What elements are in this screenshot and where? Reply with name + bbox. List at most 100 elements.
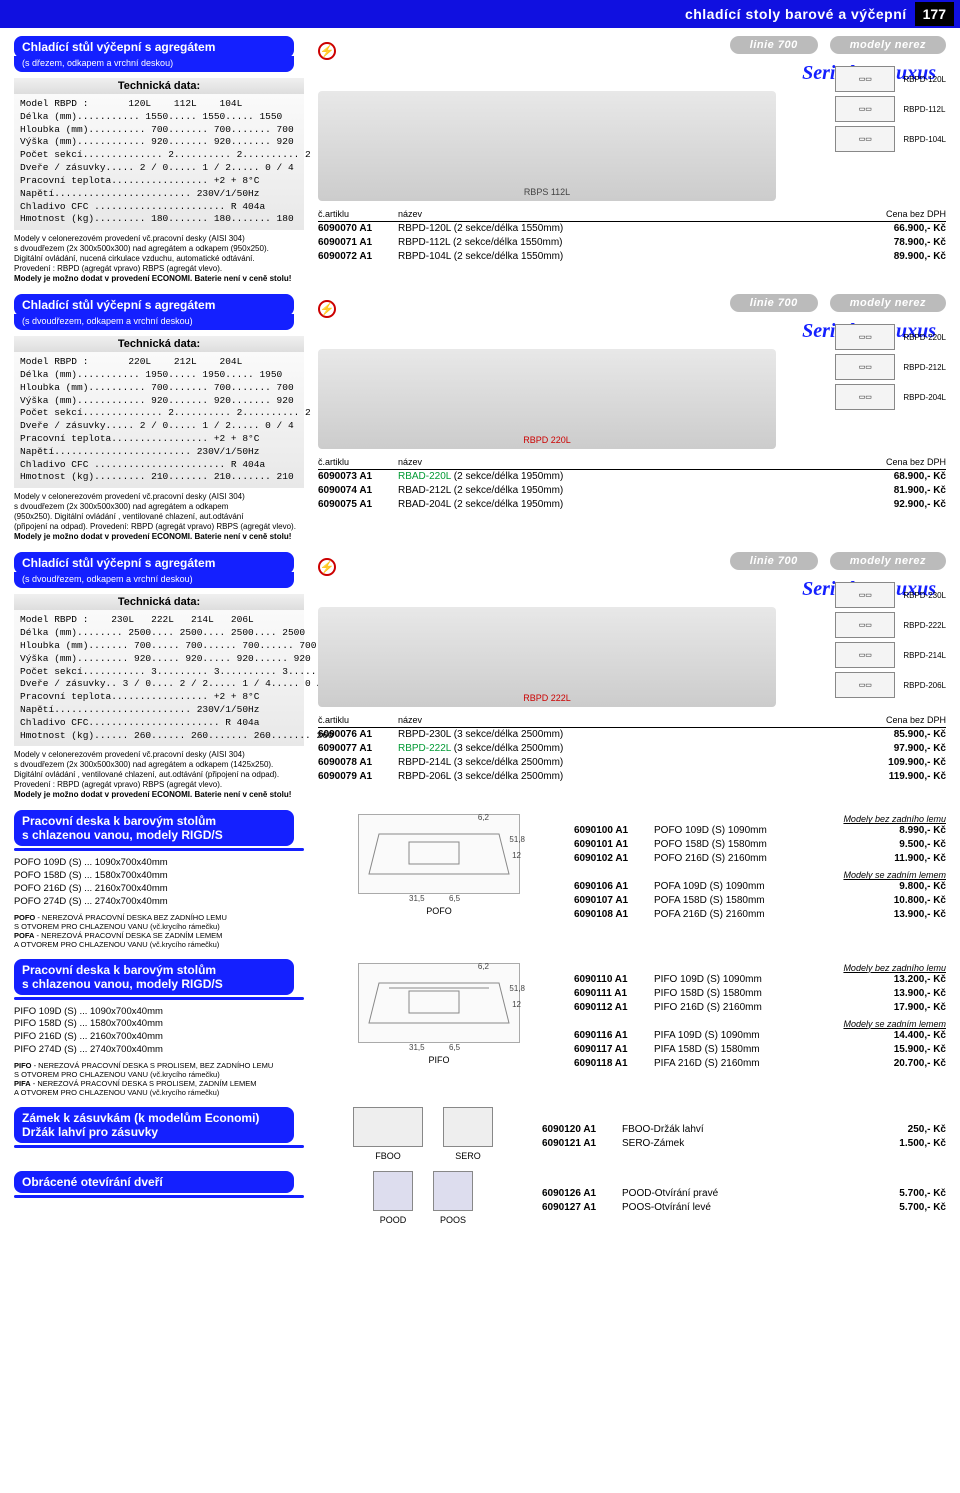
- price-row: 6090112 A1PIFO 216D (S) 2160mm17.900,- K…: [574, 1001, 946, 1015]
- header-title: chladící stoly barové a výčepní: [685, 6, 907, 22]
- section-title: Chladící stůl výčepní s agregátem: [14, 36, 294, 58]
- pifo-list: PIFO 109D (S) ... 1090x700x40mm PIFO 158…: [14, 1006, 304, 1057]
- model-icon: ▭▭: [835, 582, 895, 608]
- section-title: Chladící stůl výčepní s agregátem: [14, 294, 294, 316]
- section-subtitle: (s dřezem, odkapem a vrchní deskou): [14, 56, 294, 72]
- pofo-title: Pracovní deska k barovým stolům s chlaze…: [14, 810, 294, 846]
- product-section: Chladící stůl výčepní s agregátem (s dvo…: [14, 294, 946, 542]
- zamek-title: Zámek k zásuvkám (k modelům Economi) Drž…: [14, 1107, 294, 1143]
- price-row: 6090118 A1PIFA 216D (S) 2160mm20.700,- K…: [574, 1057, 946, 1071]
- section-subtitle: (s dvoudřezem, odkapem a vrchní deskou): [14, 314, 294, 330]
- tech-header: Technická data:: [14, 594, 304, 610]
- pifo-note: PIFO - NEREZOVÁ PRACOVNÍ DESKA S PROLISE…: [14, 1061, 304, 1097]
- product-section: Chladící stůl výčepní s agregátem (s dvo…: [14, 552, 946, 800]
- model-icon: ▭▭: [835, 354, 895, 380]
- model-icon: ▭▭: [835, 642, 895, 668]
- modely-pill: modely nerez: [830, 36, 946, 54]
- price-row: 6090127 A1POOS-Otvírání levé5.700,- Kč: [542, 1201, 946, 1215]
- page-number: 177: [915, 2, 954, 26]
- pofo-block: Pracovní deska k barovým stolům s chlaze…: [14, 810, 946, 948]
- bolt-icon: ⚡: [318, 42, 336, 60]
- obrac-title: Obrácené otevírání dveří: [14, 1171, 294, 1193]
- poos-icon: [433, 1171, 473, 1211]
- model-icon-row: ▭▭RBPD-220L: [835, 324, 946, 350]
- price-row: 6090116 A1PIFA 109D (S) 1090mm14.400,- K…: [574, 1029, 946, 1043]
- tech-header: Technická data:: [14, 78, 304, 94]
- bolt-icon: ⚡: [318, 558, 336, 576]
- tech-body: Model RBPD : 120L 112L 104L Délka (mm)..…: [14, 94, 304, 230]
- model-icons: ▭▭RBPD-220L ▭▭RBPD-212L ▭▭RBPD-204L: [835, 324, 946, 410]
- price-row: 6090100 A1POFO 109D (S) 1090mm8.990,- Kč: [574, 824, 946, 838]
- model-icon: ▭▭: [835, 66, 895, 92]
- model-icons: ▭▭RBPD-230L ▭▭RBPD-222L ▭▭RBPD-214L ▭▭RBPD-…: [835, 582, 946, 698]
- model-icon-row: ▭▭RBPD-104L: [835, 126, 946, 152]
- model-icons: ▭▭RBPD-120L ▭▭RBPD-112L ▭▭RBPD-104L: [835, 66, 946, 152]
- pofo-note: POFO - NEREZOVÁ PRACOVNÍ DESKA BEZ ZADNÍ…: [14, 913, 304, 949]
- product-image: RBPD 220L: [318, 349, 776, 449]
- section-notes: Modely v celonerezovém provedení vč.prac…: [14, 492, 304, 542]
- model-icon-row: ▭▭RBPD-120L: [835, 66, 946, 92]
- model-icon-row: ▭▭RBPD-222L: [835, 612, 946, 638]
- model-icon: ▭▭: [835, 384, 895, 410]
- price-header: č.artiklunázevCena bez DPH: [318, 457, 946, 470]
- tech-body: Model RBPD : 220L 212L 204L Délka (mm)..…: [14, 352, 304, 488]
- price-row: 6090117 A1PIFA 158D (S) 1580mm15.900,- K…: [574, 1043, 946, 1057]
- modely-pill: modely nerez: [830, 294, 946, 312]
- price-row: 6090107 A1POFA 158D (S) 1580mm10.800,- K…: [574, 894, 946, 908]
- price-row: 6090070 A1RBPD-120L (2 sekce/délka 1550m…: [318, 222, 946, 236]
- price-row: 6090079 A1RBPD-206L (3 sekce/délka 2500m…: [318, 770, 946, 784]
- product-section: Chladící stůl výčepní s agregátem (s dře…: [14, 36, 946, 284]
- price-row: 6090126 A1POOD-Otvírání pravé5.700,- Kč: [542, 1187, 946, 1201]
- price-row: 6090078 A1RBPD-214L (3 sekce/délka 2500m…: [318, 756, 946, 770]
- price-row: 6090111 A1PIFO 158D (S) 1580mm13.900,- K…: [574, 987, 946, 1001]
- price-row: 6090108 A1POFA 216D (S) 2160mm13.900,- K…: [574, 908, 946, 922]
- pofo-diagram: 6,2 51,8 12 31,5 6,5: [358, 814, 520, 894]
- pifo-diag-label: PIFO: [318, 1055, 560, 1065]
- tech-body: Model RBPD : 230L 222L 214L 206L Délka (…: [14, 610, 304, 746]
- price-row: 6090075 A1RBAD-204L (2 sekce/délka 1950m…: [318, 498, 946, 512]
- zamek-block: Zámek k zásuvkám (k modelům Economi) Drž…: [14, 1107, 946, 1161]
- model-icon-row: ▭▭RBPD-212L: [835, 354, 946, 380]
- product-image: RBPD 222L: [318, 607, 776, 707]
- model-icon: ▭▭: [835, 672, 895, 698]
- price-row: 6090121 A1SERO-Zámek1.500,- Kč: [542, 1137, 946, 1151]
- price-header: č.artiklunázevCena bez DPH: [318, 715, 946, 728]
- pifo-diagram: 6,2 51,8 12 31,5 6,5: [358, 963, 520, 1043]
- pofo-diag-label: POFO: [318, 906, 560, 916]
- tech-header: Technická data:: [14, 336, 304, 352]
- model-icon: ▭▭: [835, 126, 895, 152]
- section-notes: Modely v celonerezovém provedení vč.prac…: [14, 234, 304, 284]
- price-row: 6090072 A1RBPD-104L (2 sekce/délka 1550m…: [318, 250, 946, 264]
- linie-pill: linie 700: [730, 552, 818, 570]
- linie-pill: linie 700: [730, 36, 818, 54]
- price-row: 6090071 A1RBPD-112L (2 sekce/délka 1550m…: [318, 236, 946, 250]
- obrac-block: Obrácené otevírání dveří POOD POOS 60901…: [14, 1171, 946, 1225]
- bolt-icon: ⚡: [318, 300, 336, 318]
- price-row: 6090106 A1POFA 109D (S) 1090mm9.800,- Kč: [574, 880, 946, 894]
- section-title: Chladící stůl výčepní s agregátem: [14, 552, 294, 574]
- price-row: 6090102 A1POFO 216D (S) 2160mm11.900,- K…: [574, 852, 946, 866]
- price-row: 6090120 A1FBOO-Držák lahví250,- Kč: [542, 1123, 946, 1137]
- pood-icon: [373, 1171, 413, 1211]
- price-row: 6090110 A1PIFO 109D (S) 1090mm13.200,- K…: [574, 973, 946, 987]
- price-header: č.artiklunázevCena bez DPH: [318, 209, 946, 222]
- pifo-title: Pracovní deska k barovým stolům s chlaze…: [14, 959, 294, 995]
- price-row: 6090101 A1POFO 158D (S) 1580mm9.500,- Kč: [574, 838, 946, 852]
- page-header: chladící stoly barové a výčepní 177: [0, 0, 960, 28]
- model-icon-row: ▭▭RBPD-112L: [835, 96, 946, 122]
- product-image: RBPS 112L: [318, 91, 776, 201]
- model-icon-row: ▭▭RBPD-206L: [835, 672, 946, 698]
- model-icon-row: ▭▭RBPD-230L: [835, 582, 946, 608]
- price-row: 6090074 A1RBAD-212L (2 sekce/délka 1950m…: [318, 484, 946, 498]
- section-subtitle: (s dvoudřezem, odkapem a vrchní deskou): [14, 572, 294, 588]
- model-icon: ▭▭: [835, 96, 895, 122]
- model-icon-row: ▭▭RBPD-204L: [835, 384, 946, 410]
- pofo-list: POFO 109D (S) ... 1090x700x40mm POFO 158…: [14, 857, 304, 908]
- section-notes: Modely v celonerezovém provedení vč.prac…: [14, 750, 304, 800]
- linie-pill: linie 700: [730, 294, 818, 312]
- model-icon-row: ▭▭RBPD-214L: [835, 642, 946, 668]
- price-row: 6090076 A1RBPD-230L (3 sekce/délka 2500m…: [318, 728, 946, 742]
- sero-icon: [443, 1107, 493, 1147]
- model-icon: ▭▭: [835, 324, 895, 350]
- fboo-icon: [353, 1107, 423, 1147]
